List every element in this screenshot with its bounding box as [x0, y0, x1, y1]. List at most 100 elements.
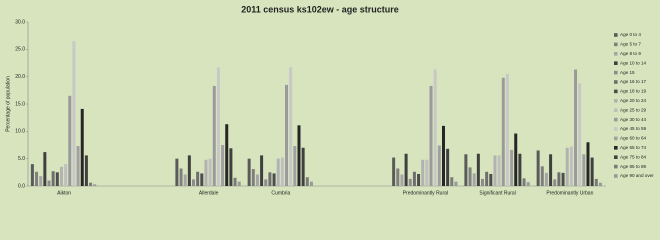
bar [578, 83, 582, 186]
bar [51, 171, 55, 186]
legend-swatch [614, 117, 618, 122]
bar [72, 41, 76, 187]
bar [392, 157, 396, 186]
legend-swatch [614, 108, 618, 112]
bar [464, 154, 468, 186]
bar [421, 159, 425, 186]
bar [446, 148, 450, 186]
y-tick-label: 20.0 [15, 74, 25, 80]
bar [582, 154, 586, 186]
legend-label: Age 0 to 4 [620, 32, 641, 37]
bar [522, 178, 526, 186]
bar [433, 69, 437, 186]
bar [518, 153, 522, 186]
bar [251, 169, 255, 186]
legend-label: Age 16 to 17 [620, 79, 646, 84]
bar [544, 172, 548, 186]
bar [536, 150, 540, 186]
y-tick-label: 5.0 [18, 156, 25, 162]
legend-swatch [614, 164, 618, 169]
bar [35, 171, 39, 186]
legend-swatch [614, 174, 618, 178]
bar [175, 158, 179, 186]
bar [272, 173, 276, 186]
bar [293, 146, 297, 186]
bar [489, 173, 493, 186]
y-tick-label: 30.0 [15, 19, 25, 25]
bar [569, 146, 573, 186]
bar [89, 182, 93, 186]
bar [297, 125, 301, 186]
bar [472, 173, 476, 186]
legend-swatch [614, 146, 618, 150]
bar [404, 153, 408, 186]
y-tick-label: 15.0 [15, 101, 25, 107]
bar [84, 155, 88, 186]
legend-label: Age 60 to 64 [620, 136, 646, 141]
bar [208, 158, 212, 186]
bar [437, 145, 441, 186]
bar [493, 155, 497, 186]
bar [526, 182, 530, 186]
bar [481, 178, 484, 186]
legend-swatch [614, 80, 618, 84]
bar [468, 167, 472, 186]
bar [225, 124, 229, 186]
chart: 2011 census ks102ew - age structure Perc… [5, 4, 654, 196]
bar [514, 133, 518, 186]
legend-label: Age 90 and over [620, 173, 654, 178]
legend-label: Age 85 to 89 [620, 164, 646, 169]
legend-label: Age 45 to 59 [620, 126, 646, 131]
bar [540, 166, 544, 186]
bar [247, 158, 251, 186]
bar [268, 172, 272, 186]
legend-swatch [614, 42, 618, 47]
bar [179, 168, 183, 186]
x-tick-label: Significant Rural [479, 190, 515, 196]
legend-swatch [614, 70, 618, 75]
bar [553, 179, 557, 186]
bar [417, 173, 421, 186]
bar [505, 73, 509, 186]
legend-label: Age 20 to 24 [620, 98, 646, 103]
bar [594, 178, 598, 186]
legend-label: Age 8 to 9 [620, 51, 641, 56]
x-tick-label: Aikton [57, 190, 71, 196]
bar [183, 174, 187, 186]
legend-label: Age 15 [620, 70, 635, 75]
x-tick-label: Allerdale [199, 190, 219, 196]
bar [216, 67, 220, 186]
bar [80, 108, 84, 186]
bar [233, 177, 237, 186]
bar [561, 172, 565, 186]
bar [412, 171, 416, 186]
y-axis-label: Percentage of population [5, 76, 11, 132]
x-tick-label: Cumbria [271, 190, 290, 196]
bar [485, 171, 489, 186]
bar [396, 168, 400, 186]
bar [574, 69, 578, 186]
bar [586, 142, 590, 186]
legend-swatch [614, 99, 618, 103]
bar [264, 179, 268, 186]
legend-swatch [614, 89, 618, 94]
bar [55, 172, 59, 186]
bar [229, 148, 233, 186]
bar [276, 158, 280, 186]
legend-swatch [614, 61, 618, 65]
chart-title: 2011 census ks102ew - age structure [241, 4, 399, 14]
bar [47, 180, 51, 186]
bar [221, 145, 225, 186]
bar [200, 173, 204, 186]
x-tick-label: Predominantly Urban [546, 190, 593, 196]
bar [441, 125, 445, 186]
legend-swatch [614, 136, 618, 141]
bar [590, 157, 594, 186]
legend-swatch [614, 155, 618, 159]
legend-label: Age 5 to 7 [620, 42, 641, 47]
bar [76, 146, 80, 186]
bar [280, 157, 284, 186]
bar [301, 147, 305, 186]
bar [285, 84, 289, 186]
bar [429, 85, 433, 186]
